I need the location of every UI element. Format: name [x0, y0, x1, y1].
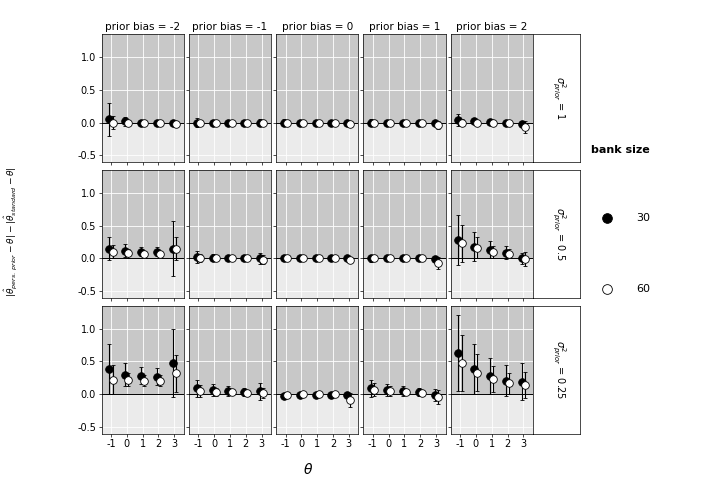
Text: $\sigma^2_{prior}$ = 1: $\sigma^2_{prior}$ = 1 — [550, 76, 568, 120]
Title: prior bias = -1: prior bias = -1 — [192, 22, 268, 32]
Text: $|\hat{\theta}_{pers.\ prior}-\theta|-|\hat{\theta}_{standard}-\theta|$: $|\hat{\theta}_{pers.\ prior}-\theta|-|\… — [2, 166, 20, 297]
Title: prior bias = -2: prior bias = -2 — [105, 22, 181, 32]
Bar — [450, 394, 533, 434]
Text: bank size: bank size — [591, 145, 650, 155]
Text: 30: 30 — [637, 213, 650, 223]
Bar — [363, 258, 446, 298]
Text: $\sigma^2_{prior}$ = 0.5: $\sigma^2_{prior}$ = 0.5 — [550, 207, 568, 261]
Title: prior bias = 2: prior bias = 2 — [456, 22, 527, 32]
Bar — [363, 122, 446, 162]
Bar — [363, 394, 446, 434]
Bar — [102, 122, 184, 162]
Bar — [188, 122, 271, 162]
Bar — [450, 258, 533, 298]
Bar — [276, 258, 358, 298]
Text: $\sigma^2_{prior}$ = 0.25: $\sigma^2_{prior}$ = 0.25 — [550, 340, 568, 399]
Bar — [102, 394, 184, 434]
Bar — [450, 122, 533, 162]
Bar — [188, 394, 271, 434]
Bar — [188, 258, 271, 298]
Text: 60: 60 — [637, 284, 650, 294]
Bar — [276, 122, 358, 162]
Bar — [276, 394, 358, 434]
Bar — [102, 258, 184, 298]
Title: prior bias = 0: prior bias = 0 — [281, 22, 353, 32]
Text: $\theta$: $\theta$ — [303, 462, 313, 478]
Title: prior bias = 1: prior bias = 1 — [369, 22, 440, 32]
